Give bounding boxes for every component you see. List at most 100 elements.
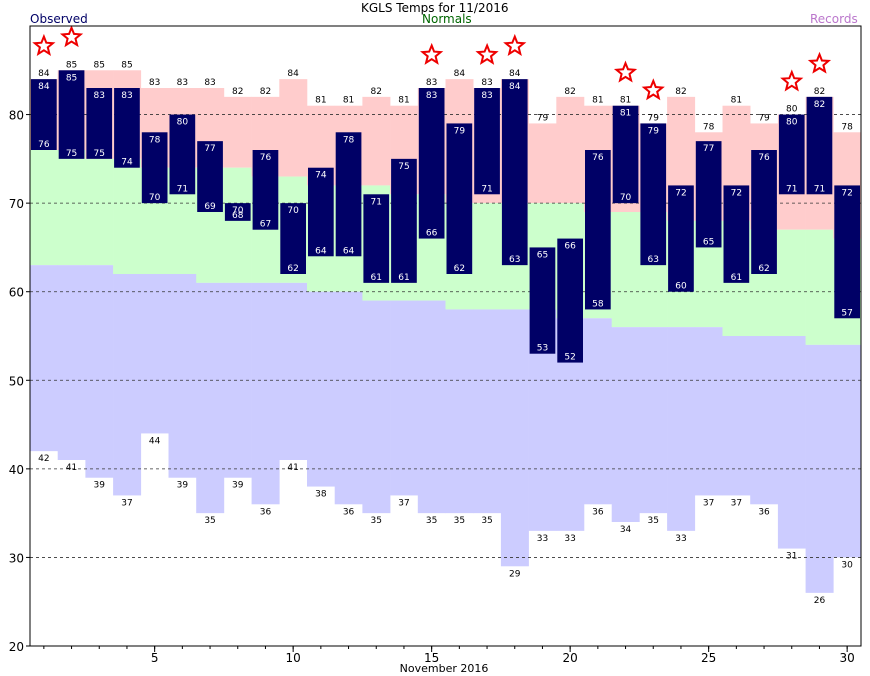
record-high-band	[223, 96, 252, 168]
record-high-label: 81	[343, 96, 354, 106]
record-star-icon	[503, 33, 527, 56]
observed-bar	[668, 185, 694, 292]
observed-bar	[224, 203, 251, 221]
observed-low-label: 62	[454, 264, 465, 274]
observed-bar	[31, 79, 57, 150]
record-low-label: 37	[703, 498, 714, 508]
record-low-label: 35	[204, 516, 215, 526]
observed-low-label: 66	[426, 229, 438, 239]
record-high-label: 81	[398, 96, 409, 106]
record-low-label: 35	[481, 516, 492, 526]
observed-high-label: 65	[537, 250, 548, 260]
observed-low-label: 71	[481, 184, 492, 194]
record-low-label: 33	[537, 534, 548, 544]
records-legend-label: Records	[810, 12, 858, 26]
record-low-label: 33	[675, 534, 686, 544]
record-low-band	[445, 309, 474, 514]
record-low-label: 37	[398, 498, 409, 508]
record-low-label: 31	[786, 552, 797, 562]
record-low-label: 36	[592, 507, 604, 517]
record-low-band	[417, 300, 446, 514]
observed-low-label: 58	[592, 299, 604, 309]
normal-range-band	[57, 150, 86, 266]
record-star-icon	[613, 60, 638, 83]
observed-low-label: 71	[814, 184, 825, 194]
record-low-label: 30	[841, 560, 853, 570]
observed-high-label: 76	[260, 153, 272, 163]
record-low-label: 36	[343, 507, 355, 517]
record-low-label: 35	[648, 516, 659, 526]
observed-bar	[585, 150, 611, 310]
observed-bar	[141, 132, 168, 204]
record-low-band	[611, 327, 640, 522]
record-star-icon	[807, 51, 832, 74]
record-high-label: 81	[620, 96, 631, 106]
normal-range-band	[30, 150, 58, 266]
record-low-band	[30, 265, 58, 452]
record-high-label: 82	[675, 87, 686, 97]
record-high-band	[279, 79, 308, 177]
record-low-label: 29	[509, 569, 521, 579]
observed-low-label: 74	[121, 158, 133, 168]
x-axis-label: November 2016	[400, 662, 489, 675]
observed-high-label: 81	[620, 109, 631, 119]
observed-bar	[197, 141, 223, 212]
record-low-band	[307, 291, 335, 487]
observed-low-label: 64	[343, 246, 355, 256]
record-high-label: 78	[703, 122, 715, 132]
record-low-label: 44	[149, 436, 161, 446]
observed-bar	[695, 141, 722, 248]
record-low-label: 42	[38, 454, 49, 464]
observed-low-label: 62	[287, 264, 298, 274]
record-low-label: 41	[66, 463, 77, 473]
record-low-band	[473, 309, 502, 514]
observed-high-label: 84	[38, 82, 50, 92]
record-low-band	[722, 336, 751, 496]
record-low-band	[362, 300, 391, 514]
record-high-label: 83	[426, 78, 437, 88]
observed-high-label: 70	[232, 206, 244, 216]
record-stars	[32, 25, 832, 101]
normal-range-band	[611, 212, 640, 328]
normal-range-band	[805, 229, 834, 345]
observed-high-label: 77	[204, 144, 215, 154]
record-low-band	[750, 336, 779, 505]
observed-low-label: 75	[66, 149, 77, 159]
record-star-icon	[59, 25, 84, 48]
observed-bar	[501, 79, 528, 266]
observed-high-label: 75	[398, 162, 409, 172]
observed-bar	[280, 203, 306, 274]
record-high-label: 79	[758, 113, 770, 123]
x-tick-label: 30	[840, 651, 855, 665]
record-high-label: 83	[204, 78, 215, 88]
observed-high-label: 79	[454, 126, 466, 136]
record-low-band	[667, 327, 696, 531]
record-high-label: 80	[786, 105, 798, 115]
record-low-label: 38	[315, 490, 327, 500]
chart-title: KGLS Temps for 11/2016	[361, 1, 509, 15]
record-high-label: 79	[537, 113, 549, 123]
normal-range-band	[113, 158, 142, 274]
record-low-label: 39	[232, 481, 244, 491]
observed-bar	[391, 158, 417, 283]
record-low-label: 37	[121, 498, 132, 508]
observed-legend-label: Observed	[30, 12, 88, 26]
observed-bar	[751, 150, 777, 274]
record-star-icon	[475, 42, 499, 65]
observed-low-label: 61	[398, 273, 409, 283]
record-low-label: 34	[620, 525, 632, 535]
observed-high-label: 72	[841, 188, 852, 198]
observed-high-label: 83	[481, 91, 492, 101]
record-high-band	[528, 123, 557, 204]
record-low-band	[694, 327, 723, 496]
record-low-band	[113, 274, 142, 496]
record-star-icon	[32, 33, 56, 56]
observed-bar	[723, 185, 750, 283]
gridlines	[30, 114, 861, 558]
observed-bar	[114, 88, 140, 168]
record-high-label: 82	[232, 87, 243, 97]
observed-low-label: 53	[537, 344, 548, 354]
record-low-label: 35	[454, 516, 465, 526]
observed-low-label: 70	[620, 193, 632, 203]
